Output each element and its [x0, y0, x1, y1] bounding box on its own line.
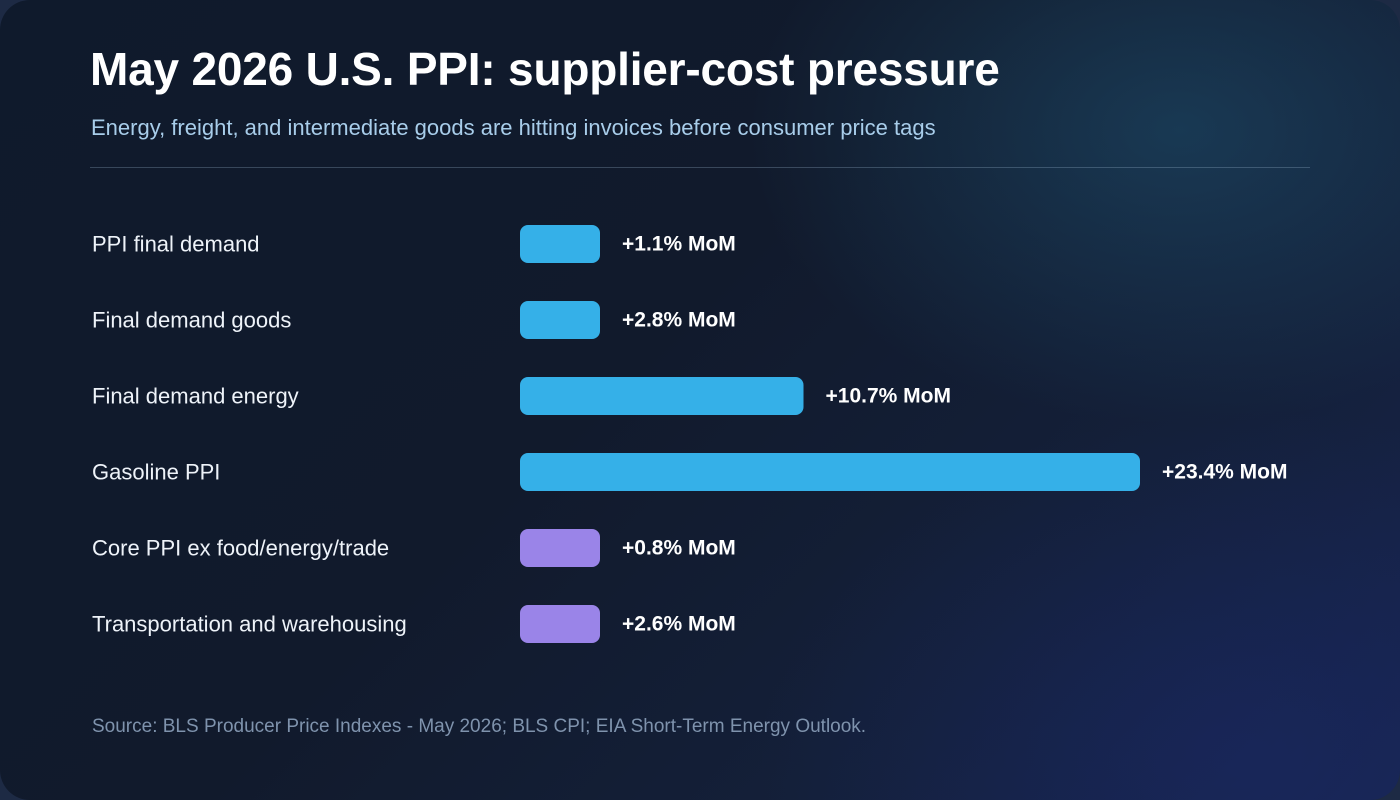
bar	[520, 225, 600, 263]
bar	[520, 301, 600, 339]
category-label: Final demand goods	[92, 308, 291, 333]
category-label: Core PPI ex food/energy/trade	[92, 536, 389, 561]
bar	[520, 605, 600, 643]
chart-title: May 2026 U.S. PPI: supplier-cost pressur…	[90, 43, 1000, 95]
bar	[520, 377, 804, 415]
header-divider	[90, 167, 1310, 168]
category-label: Transportation and warehousing	[92, 612, 407, 637]
value-label: +2.6% MoM	[622, 613, 736, 636]
bar	[520, 529, 600, 567]
category-label: Gasoline PPI	[92, 460, 220, 485]
value-label: +0.8% MoM	[622, 537, 736, 560]
value-label: +23.4% MoM	[1162, 461, 1287, 484]
source-note: Source: BLS Producer Price Indexes - May…	[92, 716, 867, 737]
value-label: +2.8% MoM	[622, 309, 736, 332]
bar	[520, 453, 1140, 491]
category-label: PPI final demand	[92, 232, 260, 257]
value-label: +10.7% MoM	[826, 385, 951, 408]
value-label: +1.1% MoM	[622, 233, 736, 256]
chart-subtitle: Energy, freight, and intermediate goods …	[91, 115, 936, 140]
category-label: Final demand energy	[92, 384, 299, 409]
